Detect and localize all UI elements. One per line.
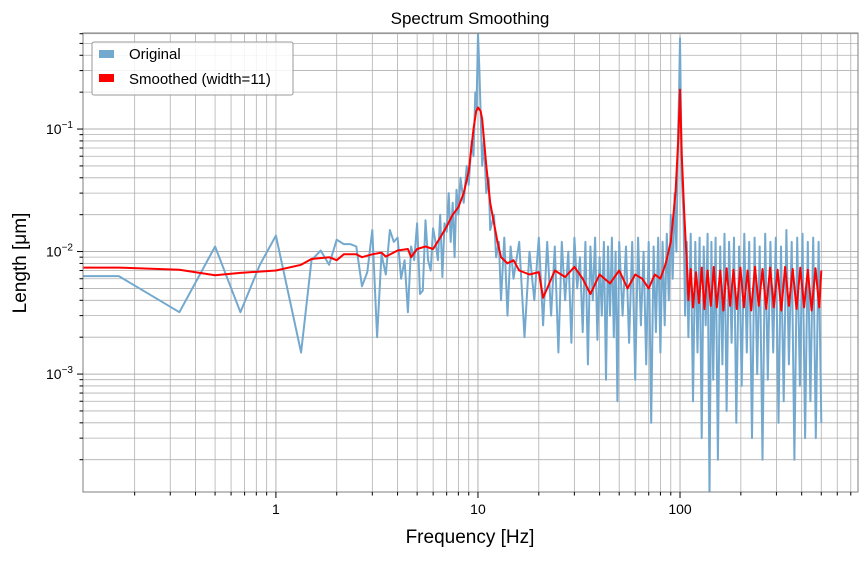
x-axis-label: Frequency [Hz]	[406, 527, 535, 548]
series-smoothed-line	[83, 88, 823, 312]
y-tick-label: 10−2	[46, 243, 73, 260]
legend-label-original: Original	[129, 46, 181, 63]
plot-frame	[82, 32, 859, 493]
series-layer	[83, 33, 823, 492]
grid	[83, 33, 858, 492]
series-original-line	[83, 33, 823, 492]
y-tick-label: 10−1	[46, 120, 73, 137]
legend-swatch-smoothed	[99, 74, 114, 82]
x-tick-label: 10	[470, 501, 486, 517]
chart-title: Spectrum Smoothing	[391, 9, 550, 28]
legend: Original Smoothed (width=11)	[91, 41, 294, 96]
ticks: 1 10 100 10−1 10−2 10−3	[46, 33, 852, 517]
legend-box	[91, 41, 294, 96]
legend-swatch-original	[99, 50, 114, 58]
y-tick-label: 10−3	[46, 365, 73, 382]
legend-label-smoothed: Smoothed (width=11)	[129, 71, 271, 88]
x-tick-label: 100	[668, 501, 692, 517]
y-axis-label: Length [μm]	[10, 213, 31, 314]
x-tick-label: 1	[272, 501, 280, 517]
